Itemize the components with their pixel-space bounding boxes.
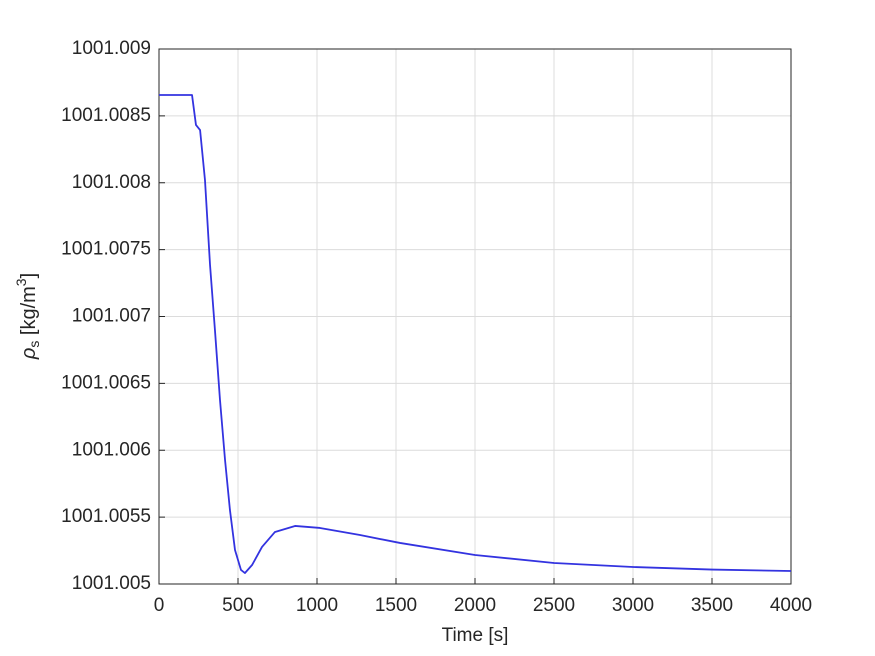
x-tick-label: 500 [222,595,254,616]
y-tick-label: 1001.007 [72,306,151,327]
x-tick-label: 3000 [612,595,654,616]
x-tick-label: 1500 [375,595,417,616]
x-tick-label: 2500 [533,595,575,616]
x-tick-label: 2000 [454,595,496,616]
y-tick-label: 1001.0085 [61,105,151,126]
y-label-power: 3 [13,278,29,286]
y-label-subscript: s [26,341,42,348]
y-label-symbol: ρ [18,348,40,360]
x-tick-label: 4000 [770,595,812,616]
x-tick-label: 3500 [691,595,733,616]
y-axis-label: ρs [kg/m3] [13,273,42,360]
y-tick-label: 1001.0065 [61,372,151,393]
y-tick-label: 1001.008 [72,172,151,193]
y-tick-label: 1001.0055 [61,506,151,527]
x-tick-label: 0 [154,595,165,616]
data-line [159,94,792,574]
y-tick-label: 1001.006 [72,439,151,460]
x-tick-label: 1000 [296,595,338,616]
y-tick-label: 1001.009 [72,38,151,59]
plot: 1001.005 1001.0055 1001.006 1001.0065 1001.0… [61,38,812,616]
y-tick-label: 1001.005 [72,573,151,594]
x-axis-label: Time [s] [442,625,509,646]
y-label-close: ] [18,273,40,279]
y-label-unit: [kg/m [18,286,40,340]
y-tick-label: 1001.0075 [61,239,151,260]
